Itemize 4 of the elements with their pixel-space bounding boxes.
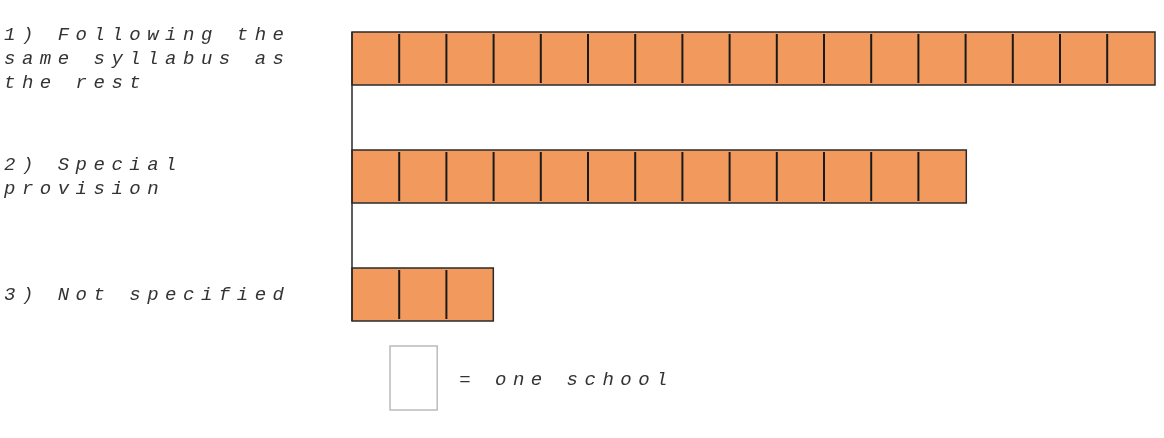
y-tick-label: 1) Following the same syllabus as the rest [4, 23, 291, 94]
y-tick-label: 2) Special provision [3, 153, 184, 200]
text: = one school [459, 369, 675, 392]
y-tick-label: 3) Not specified [4, 283, 291, 306]
